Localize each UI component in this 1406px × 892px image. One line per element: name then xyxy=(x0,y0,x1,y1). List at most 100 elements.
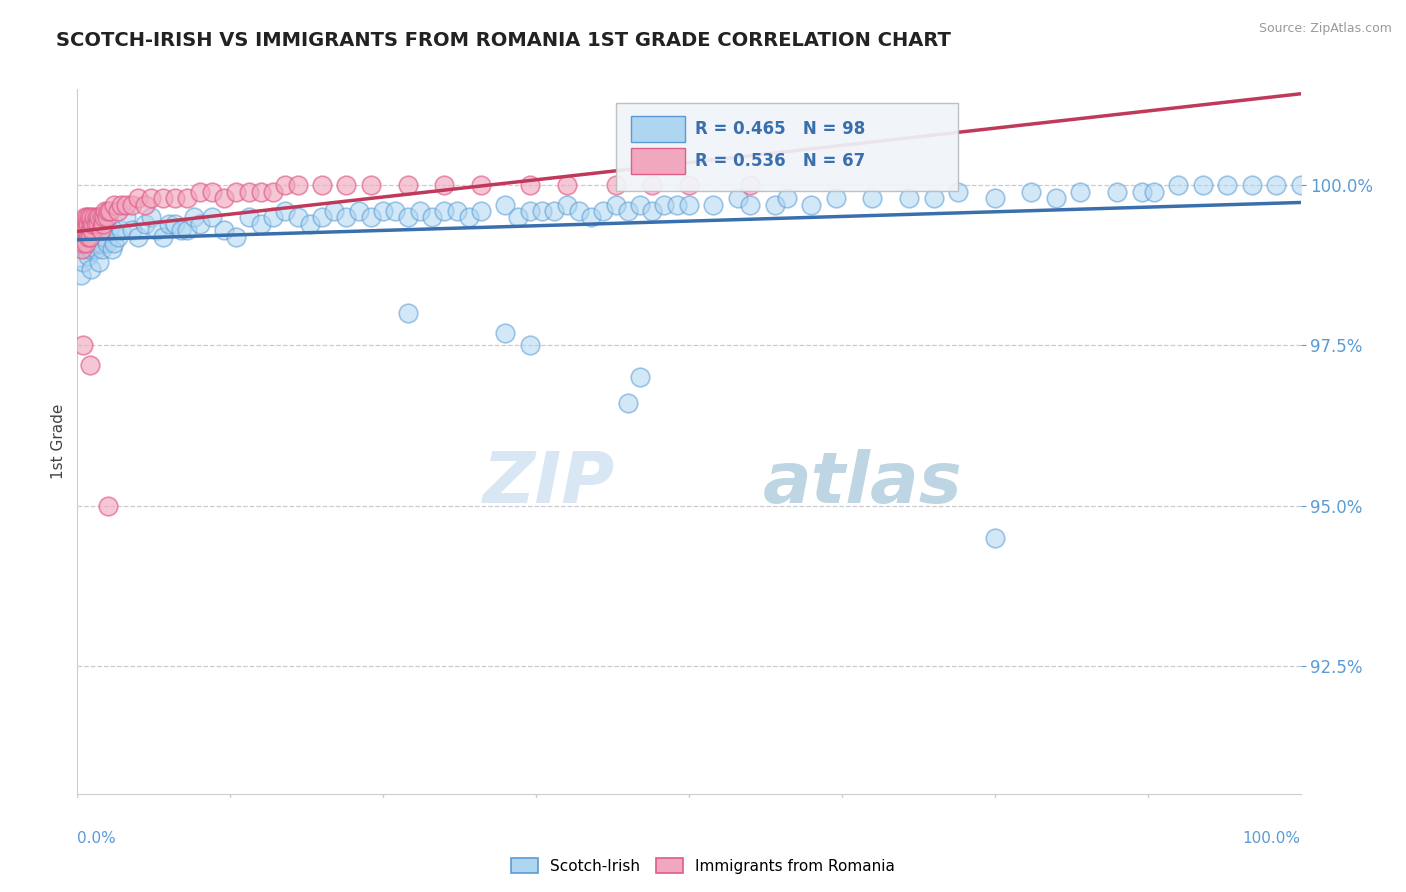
Point xyxy=(79,223,101,237)
Point xyxy=(127,229,149,244)
Point xyxy=(165,191,187,205)
Point xyxy=(69,229,91,244)
Point xyxy=(86,223,108,237)
Text: atlas: atlas xyxy=(762,450,962,518)
Point xyxy=(568,203,591,218)
Text: 100.0%: 100.0% xyxy=(1243,831,1301,846)
Point xyxy=(800,197,823,211)
Point xyxy=(360,178,382,193)
Point xyxy=(121,223,143,237)
Point xyxy=(763,197,786,211)
Point xyxy=(740,178,762,193)
Point xyxy=(311,211,333,225)
Point xyxy=(433,203,456,218)
Point xyxy=(654,197,676,211)
Point xyxy=(90,243,112,257)
Point xyxy=(76,217,98,231)
Point xyxy=(262,211,284,225)
Point xyxy=(188,217,211,231)
Point xyxy=(1167,178,1189,193)
Point xyxy=(107,203,129,218)
Point xyxy=(76,235,98,250)
Point xyxy=(1107,185,1129,199)
Point xyxy=(1191,178,1213,193)
Point xyxy=(73,217,96,231)
Text: Source: ZipAtlas.com: Source: ZipAtlas.com xyxy=(1258,22,1392,36)
Point xyxy=(543,203,565,218)
Point xyxy=(605,178,627,193)
Point xyxy=(87,217,110,231)
Point xyxy=(1069,185,1091,199)
Point xyxy=(89,255,111,269)
Point xyxy=(617,396,640,410)
Point xyxy=(188,185,211,199)
Point xyxy=(72,223,94,237)
Point xyxy=(1130,185,1153,199)
Text: ZIP: ZIP xyxy=(484,450,616,518)
Point xyxy=(70,223,93,237)
Point xyxy=(605,197,627,211)
Point xyxy=(94,203,117,218)
Point xyxy=(1021,185,1043,199)
Point xyxy=(740,197,762,211)
Point xyxy=(176,191,198,205)
Point xyxy=(225,229,247,244)
Point xyxy=(678,178,700,193)
Point xyxy=(115,211,138,225)
Point xyxy=(72,235,94,250)
Point xyxy=(984,191,1007,205)
Point xyxy=(139,191,162,205)
Point xyxy=(90,223,112,237)
Text: 0.0%: 0.0% xyxy=(77,831,117,846)
Point xyxy=(75,211,97,225)
FancyBboxPatch shape xyxy=(631,116,685,142)
Point xyxy=(212,191,235,205)
Point xyxy=(98,223,121,237)
Point xyxy=(898,191,921,205)
Point xyxy=(77,249,100,263)
Point xyxy=(262,185,284,199)
Point xyxy=(75,235,97,250)
Point xyxy=(80,229,103,244)
Point xyxy=(73,223,96,237)
Point xyxy=(519,178,541,193)
Point xyxy=(238,185,260,199)
Point xyxy=(90,211,112,225)
Point xyxy=(555,178,578,193)
Point xyxy=(212,223,235,237)
Point xyxy=(420,211,443,225)
Point xyxy=(121,197,143,211)
Point xyxy=(1216,178,1239,193)
Point xyxy=(134,197,156,211)
Point xyxy=(250,185,273,199)
Point xyxy=(67,235,90,250)
Point xyxy=(225,185,247,199)
Point xyxy=(115,197,138,211)
Point xyxy=(87,229,110,244)
Point xyxy=(495,326,517,340)
Point xyxy=(70,243,93,257)
Point xyxy=(127,191,149,205)
Point xyxy=(579,211,602,225)
Point xyxy=(727,191,749,205)
Legend: Scotch-Irish, Immigrants from Romania: Scotch-Irish, Immigrants from Romania xyxy=(505,852,901,880)
Point xyxy=(76,223,98,237)
FancyBboxPatch shape xyxy=(616,103,957,192)
Point xyxy=(75,243,97,257)
Point xyxy=(152,229,174,244)
Point xyxy=(80,217,103,231)
Point xyxy=(250,217,273,231)
Point xyxy=(641,203,664,218)
Point xyxy=(287,178,309,193)
Point xyxy=(80,223,103,237)
Point xyxy=(776,191,799,205)
Point xyxy=(702,197,724,211)
Point xyxy=(170,223,193,237)
Point xyxy=(396,211,419,225)
Point xyxy=(323,203,346,218)
Point xyxy=(84,217,107,231)
Point xyxy=(519,203,541,218)
Point xyxy=(97,499,120,513)
Point xyxy=(678,197,700,211)
Text: SCOTCH-IRISH VS IMMIGRANTS FROM ROMANIA 1ST GRADE CORRELATION CHART: SCOTCH-IRISH VS IMMIGRANTS FROM ROMANIA … xyxy=(56,31,950,50)
